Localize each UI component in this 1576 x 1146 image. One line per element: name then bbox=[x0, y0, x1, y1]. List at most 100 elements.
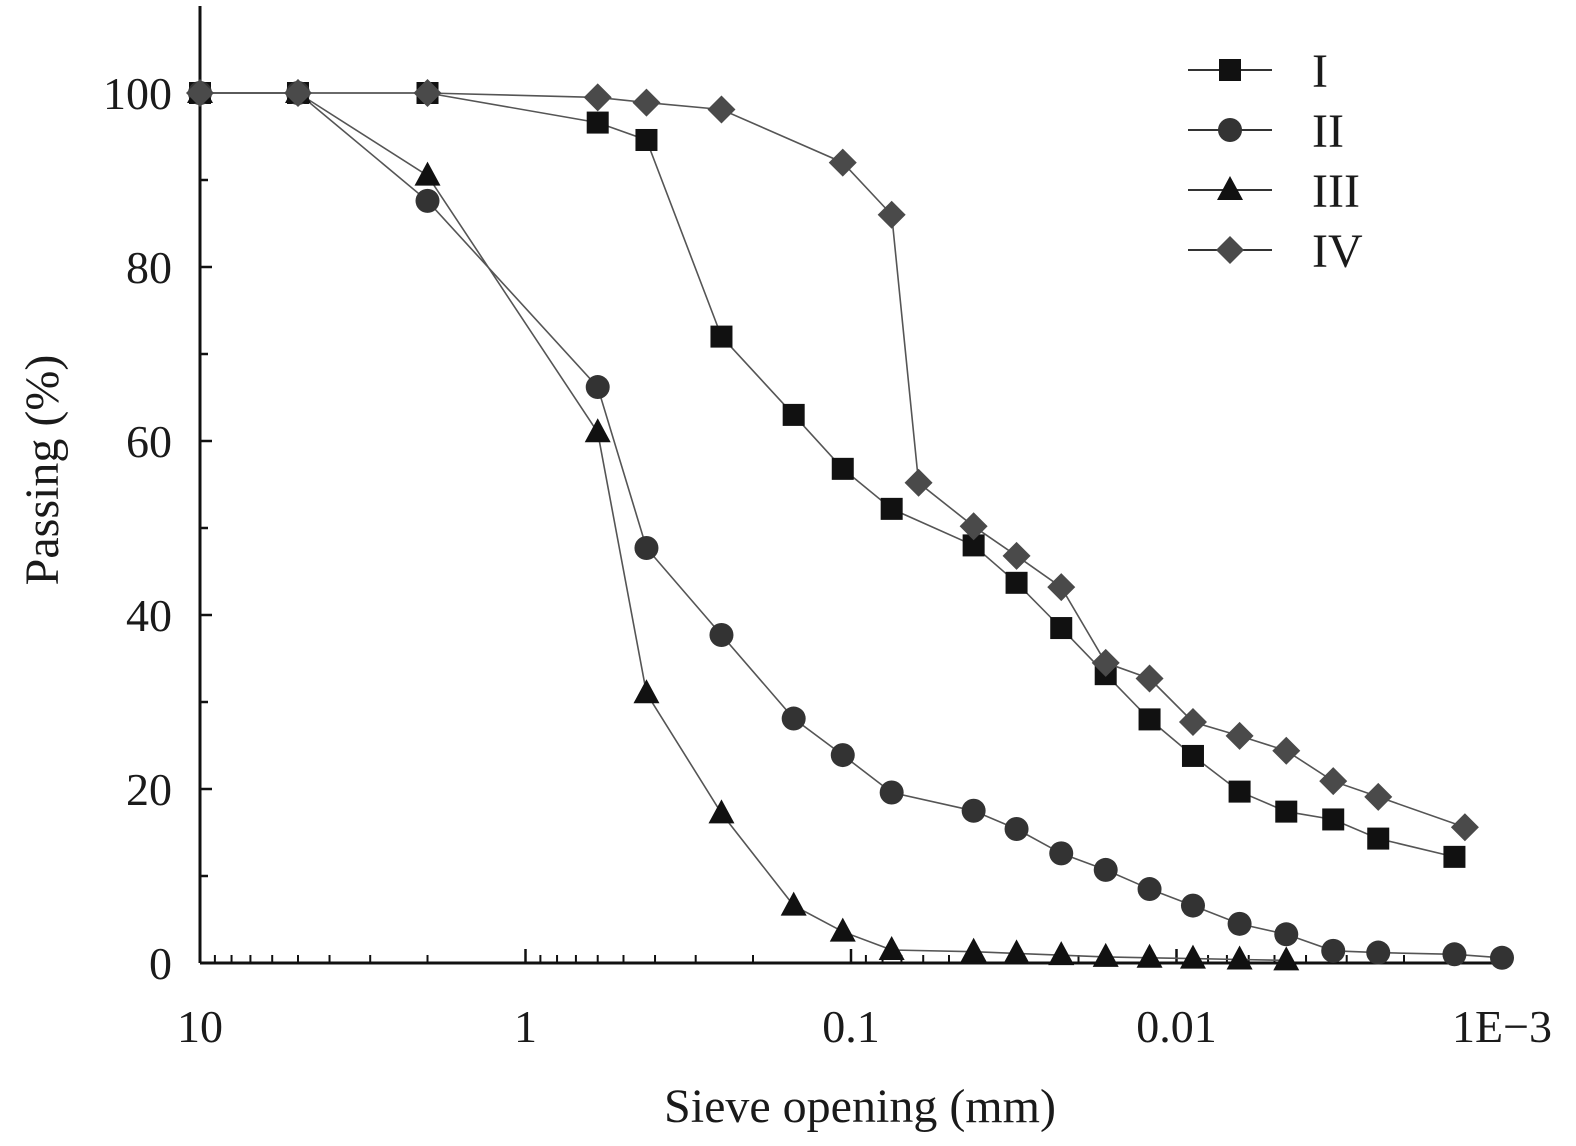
data-point bbox=[635, 128, 658, 151]
data-point bbox=[707, 95, 736, 124]
legend-marker bbox=[1219, 59, 1241, 81]
y-tick-label: 60 bbox=[126, 416, 172, 467]
data-point bbox=[586, 111, 609, 134]
data-point bbox=[1138, 708, 1161, 731]
data-point bbox=[780, 891, 807, 916]
data-point bbox=[1226, 945, 1253, 970]
data-point bbox=[961, 798, 986, 823]
data-point bbox=[583, 83, 612, 112]
data-point bbox=[1450, 813, 1479, 842]
x-tick-label: 0.01 bbox=[1136, 1001, 1217, 1052]
axes: 0 20 40 60 80 100 10 1 0.1 0.01 1E−3 bbox=[103, 6, 1552, 1052]
legend-label: III bbox=[1312, 165, 1360, 218]
data-point bbox=[1227, 911, 1252, 936]
series-layer bbox=[186, 79, 1514, 971]
y-tick-label: 40 bbox=[126, 590, 172, 641]
data-point bbox=[633, 679, 660, 704]
data-point bbox=[413, 79, 442, 107]
data-point bbox=[831, 457, 854, 480]
legend-item: II bbox=[1188, 105, 1344, 158]
x-tick-label: 1 bbox=[514, 1001, 537, 1052]
data-point bbox=[960, 937, 987, 962]
legend-marker bbox=[1217, 176, 1243, 200]
data-point bbox=[1048, 941, 1075, 966]
data-point bbox=[1002, 541, 1031, 570]
legend-label: IV bbox=[1312, 225, 1363, 278]
data-point bbox=[1274, 922, 1299, 947]
y-axis-label: Passing (%) bbox=[16, 355, 69, 586]
data-point bbox=[829, 917, 856, 942]
data-point bbox=[584, 418, 611, 443]
y-tick-label: 0 bbox=[149, 938, 172, 989]
series-line bbox=[200, 92, 1455, 858]
legend-label: II bbox=[1312, 105, 1344, 158]
data-point bbox=[1179, 944, 1206, 969]
data-point bbox=[879, 780, 904, 805]
legend-item: III bbox=[1188, 165, 1360, 218]
data-point bbox=[1180, 893, 1205, 918]
data-point bbox=[1050, 617, 1073, 640]
data-point bbox=[632, 88, 661, 117]
data-point bbox=[959, 512, 988, 541]
data-point bbox=[1003, 939, 1030, 964]
data-point bbox=[1005, 571, 1028, 594]
data-point bbox=[1228, 780, 1251, 803]
data-point bbox=[830, 743, 855, 768]
data-point bbox=[1319, 767, 1348, 796]
data-point bbox=[1135, 664, 1164, 693]
data-point bbox=[1367, 827, 1390, 850]
data-point bbox=[828, 148, 857, 177]
data-point bbox=[186, 79, 214, 107]
data-point bbox=[878, 935, 905, 960]
data-point bbox=[880, 497, 903, 520]
x-tick-label: 10 bbox=[177, 1001, 223, 1052]
data-point bbox=[1273, 946, 1300, 971]
data-point bbox=[283, 79, 312, 107]
data-point bbox=[904, 468, 933, 497]
data-point bbox=[1136, 943, 1163, 968]
data-point bbox=[1092, 942, 1119, 967]
y-tick-label: 80 bbox=[126, 242, 172, 293]
data-point bbox=[1091, 648, 1120, 677]
data-point bbox=[1366, 940, 1391, 965]
data-point bbox=[1004, 817, 1029, 842]
y-tick-label: 20 bbox=[126, 764, 172, 815]
data-point bbox=[1275, 800, 1298, 823]
data-point bbox=[782, 403, 805, 426]
x-tick-label: 0.1 bbox=[822, 1001, 880, 1052]
series-iv bbox=[186, 79, 1479, 842]
data-point bbox=[709, 623, 734, 648]
data-point bbox=[710, 325, 733, 348]
data-point bbox=[1322, 808, 1345, 831]
series-line bbox=[200, 92, 1287, 962]
data-point bbox=[877, 200, 906, 229]
data-point bbox=[634, 536, 659, 561]
series-line bbox=[200, 92, 1503, 959]
data-point bbox=[1272, 736, 1301, 765]
data-point bbox=[1364, 782, 1393, 811]
data-point bbox=[1490, 945, 1514, 970]
legend-item: I bbox=[1188, 45, 1328, 98]
x-axis-label: Sieve opening (mm) bbox=[664, 1080, 1056, 1133]
y-tick-label: 100 bbox=[103, 68, 172, 119]
legend-marker bbox=[1218, 118, 1242, 142]
data-point bbox=[414, 161, 441, 186]
legend-marker bbox=[1216, 236, 1244, 264]
x-tick-label: 1E−3 bbox=[1452, 1001, 1552, 1052]
data-point bbox=[1137, 877, 1162, 902]
data-point bbox=[1178, 708, 1207, 737]
data-point bbox=[962, 534, 985, 557]
data-point bbox=[415, 188, 440, 213]
data-point bbox=[1442, 942, 1467, 967]
data-point bbox=[585, 375, 610, 400]
data-point bbox=[1047, 573, 1076, 602]
data-point bbox=[1093, 857, 1118, 882]
data-point bbox=[708, 799, 735, 824]
data-point bbox=[1225, 721, 1254, 750]
legend-label: I bbox=[1312, 45, 1328, 98]
series-iii bbox=[187, 79, 1300, 971]
series-i bbox=[189, 82, 1466, 868]
